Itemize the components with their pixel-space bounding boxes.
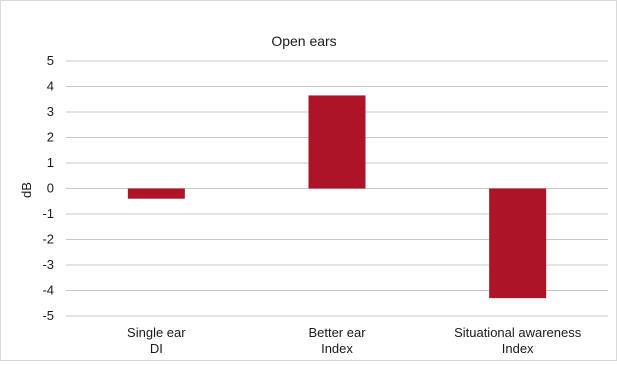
x-tick-label: Better ear Index — [308, 325, 366, 356]
y-tick-label: -1 — [42, 206, 54, 221]
chart-title: Open ears — [271, 33, 336, 49]
y-tick-label: -4 — [42, 283, 54, 298]
y-tick-label: -2 — [42, 232, 54, 247]
bar — [309, 95, 366, 188]
bar — [128, 189, 185, 199]
y-tick-label: 3 — [47, 104, 54, 119]
x-tick-label-line: DI — [150, 341, 163, 356]
x-tick-label-line: Situational awareness — [454, 325, 582, 340]
y-tick-label: 4 — [47, 79, 54, 94]
y-tick-label: 0 — [47, 181, 54, 196]
bar — [489, 189, 546, 299]
x-tick-label-line: Better ear — [308, 325, 366, 340]
y-axis-label: dB — [19, 182, 34, 198]
y-tick-label: -3 — [42, 257, 54, 272]
y-tick-label: 2 — [47, 130, 54, 145]
x-tick-label-line: Index — [321, 341, 353, 356]
x-tick-label: Single ear DI — [127, 325, 186, 356]
y-tick-label: 1 — [47, 155, 54, 170]
bars — [128, 95, 546, 298]
x-tick-label-line: Single ear — [127, 325, 186, 340]
x-tick-label-line: Index — [502, 341, 534, 356]
y-tick-labels: 5 4 3 2 1 0 -1 -2 -3 -4 -5 — [42, 53, 54, 323]
x-tick-label: Situational awareness Index — [454, 325, 582, 356]
y-tick-label: -5 — [42, 308, 54, 323]
y-tick-label: 5 — [47, 53, 54, 68]
